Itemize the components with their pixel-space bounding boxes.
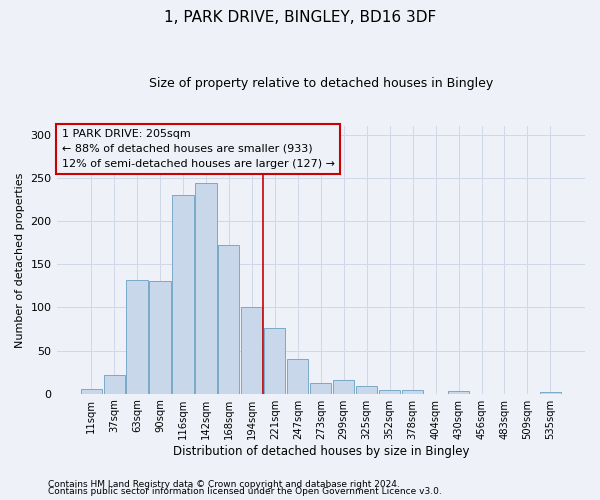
Bar <box>80 390 101 394</box>
Title: Size of property relative to detached houses in Bingley: Size of property relative to detached ho… <box>149 78 493 90</box>
Bar <box>402 390 423 394</box>
Bar <box>333 380 354 394</box>
Bar <box>241 306 262 394</box>
Bar <box>287 359 308 394</box>
Bar <box>149 280 170 394</box>
Text: 1, PARK DRIVE, BINGLEY, BD16 3DF: 1, PARK DRIVE, BINGLEY, BD16 3DF <box>164 10 436 25</box>
Text: 1 PARK DRIVE: 205sqm
← 88% of detached houses are smaller (933)
12% of semi-deta: 1 PARK DRIVE: 205sqm ← 88% of detached h… <box>62 129 335 168</box>
Text: Contains HM Land Registry data © Crown copyright and database right 2024.: Contains HM Land Registry data © Crown c… <box>48 480 400 489</box>
Bar <box>356 386 377 394</box>
Bar <box>310 384 331 394</box>
Bar <box>127 280 148 394</box>
Text: Contains public sector information licensed under the Open Government Licence v3: Contains public sector information licen… <box>48 488 442 496</box>
Bar <box>172 196 194 394</box>
Bar <box>196 184 217 394</box>
Bar <box>540 392 561 394</box>
Bar <box>379 390 400 394</box>
Bar <box>448 391 469 394</box>
X-axis label: Distribution of detached houses by size in Bingley: Distribution of detached houses by size … <box>173 444 469 458</box>
Y-axis label: Number of detached properties: Number of detached properties <box>15 172 25 348</box>
Bar <box>104 374 125 394</box>
Bar <box>264 328 286 394</box>
Bar <box>218 246 239 394</box>
